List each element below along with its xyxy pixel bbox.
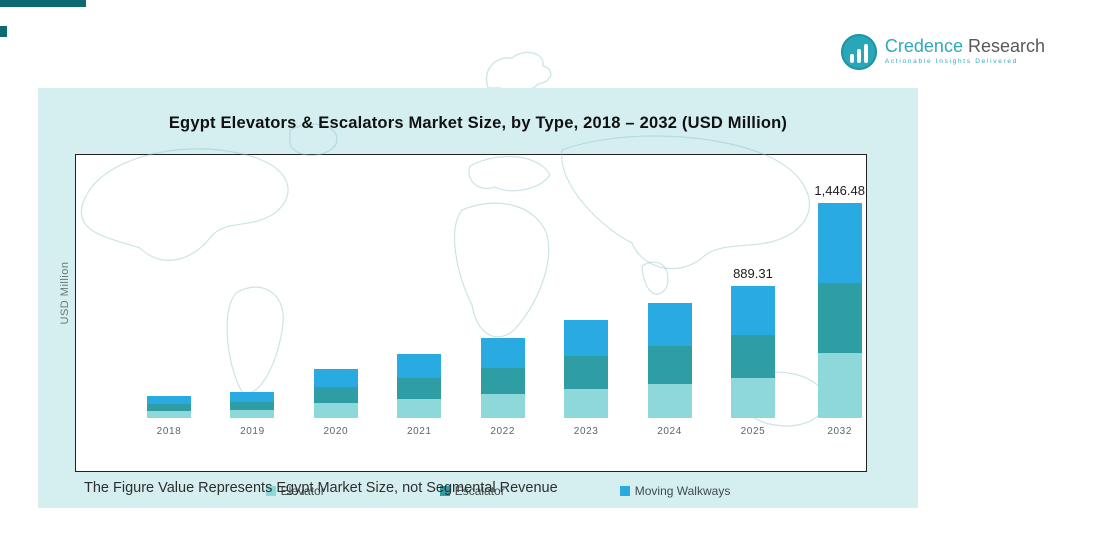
bar-column-2024: 2024 xyxy=(647,283,692,438)
bar-segment-moving-walkways xyxy=(397,354,442,378)
side-accent-bar xyxy=(0,26,7,37)
bar-column-2025: 889.31 2025 xyxy=(730,266,775,438)
credence-research-logo: Credence Research Actionable Insights Del… xyxy=(840,34,1045,70)
bar-column-2019: 2019 xyxy=(230,372,275,438)
bar-segment-escalator xyxy=(730,334,775,379)
stacked-bar xyxy=(230,392,275,418)
x-axis-tick: 2019 xyxy=(240,426,265,437)
bar-column-2021: 2021 xyxy=(397,334,442,438)
bar-chart-logo-icon xyxy=(840,34,877,70)
logo-bar-icon xyxy=(856,49,861,63)
x-axis-tick: 2018 xyxy=(156,426,182,437)
stacked-bar xyxy=(147,396,191,418)
bar-segment-moving-walkways xyxy=(313,369,358,388)
logo-name: Credence Research xyxy=(885,37,1045,55)
bar-segment-moving-walkways xyxy=(730,286,775,335)
x-axis-tick: 2021 xyxy=(406,426,432,437)
legend-label: Elevator xyxy=(280,484,325,498)
stacked-bar xyxy=(817,203,862,418)
bar-segment-elevator xyxy=(313,403,358,418)
bar-segment-escalator xyxy=(564,356,609,389)
bar-column-2023: 2023 xyxy=(564,300,609,438)
legend-label: Moving Walkways xyxy=(634,484,731,498)
bar-segment-moving-walkways xyxy=(480,338,525,368)
x-axis-tick: 2020 xyxy=(323,426,349,437)
bar-segment-escalator xyxy=(397,377,442,399)
x-axis-tick: 2032 xyxy=(827,426,852,437)
bar-segment-escalator xyxy=(230,401,275,411)
legend-swatch-icon xyxy=(439,486,450,496)
stacked-bar xyxy=(564,320,609,418)
bar-column-2022: 2022 xyxy=(480,318,525,438)
top-accent-bar xyxy=(0,0,86,7)
logo-text-block: Credence Research Actionable Insights Del… xyxy=(885,34,1045,65)
bar-column-2018: 2018 xyxy=(147,376,191,438)
x-axis-tick: 2024 xyxy=(657,426,682,437)
x-axis-tick: 2023 xyxy=(573,426,599,437)
x-axis-tick: 2025 xyxy=(740,426,766,437)
logo-bar-icon xyxy=(863,44,868,63)
bar-segment-elevator xyxy=(230,410,275,418)
bar-segment-elevator xyxy=(817,353,862,418)
bar-segment-moving-walkways xyxy=(147,396,191,405)
bar-segment-elevator xyxy=(147,411,191,418)
logo-brand-primary: Credence xyxy=(884,36,963,56)
legend-item-escalator: Escalator xyxy=(439,484,505,498)
bar-segment-escalator xyxy=(480,367,525,395)
logo-brand-secondary: Research xyxy=(967,36,1045,56)
bar-column-2032: 1,446.48 2032 xyxy=(814,183,865,438)
bar-segment-moving-walkways xyxy=(564,320,609,357)
bar-segment-elevator xyxy=(397,398,442,418)
stacked-bar xyxy=(480,338,525,418)
legend-label: Escalator xyxy=(454,484,505,498)
bar-segment-elevator xyxy=(647,383,692,418)
stacked-bar xyxy=(647,303,692,418)
bar-value-label: 889.31 xyxy=(733,266,773,281)
legend-item-elevator: Elevator xyxy=(265,484,325,498)
bar-segment-elevator xyxy=(564,388,609,418)
bar-value-label: 1,446.48 xyxy=(814,183,865,198)
bar-segment-elevator xyxy=(730,378,775,418)
logo-tagline: Actionable Insights Delivered xyxy=(884,58,1019,65)
bar-segment-elevator xyxy=(480,394,525,418)
legend-item-moving-walkways: Moving Walkways xyxy=(619,484,731,498)
legend-swatch-icon xyxy=(619,486,630,496)
legend-swatch-icon xyxy=(265,486,276,496)
bar-segment-escalator xyxy=(313,387,358,404)
legend: Elevator Escalator Moving Walkways xyxy=(98,484,898,498)
bar-segment-moving-walkways xyxy=(817,203,862,283)
stacked-bar xyxy=(397,354,442,418)
y-axis-label: USD Million xyxy=(59,261,71,325)
bar-segment-moving-walkways xyxy=(230,392,275,402)
chart-panel: Egypt Elevators & Escalators Market Size… xyxy=(38,88,918,508)
bar-segment-escalator xyxy=(817,282,862,354)
stacked-bar xyxy=(730,286,775,418)
logo-bar-icon xyxy=(849,54,854,63)
stacked-bar xyxy=(313,369,358,418)
bar-segment-moving-walkways xyxy=(647,303,692,346)
bar-segment-escalator xyxy=(147,404,191,412)
chart-title: Egypt Elevators & Escalators Market Size… xyxy=(168,114,788,132)
bar-segment-escalator xyxy=(647,345,692,384)
bars-area: 2018 2019 2020 2021 2022 2023 2024 889.31 2025 1,… xyxy=(147,166,865,438)
x-axis-tick: 2022 xyxy=(490,426,516,437)
bar-column-2020: 2020 xyxy=(313,349,358,438)
figure-footnote: The Figure Value Represents Egypt Market… xyxy=(84,480,558,496)
